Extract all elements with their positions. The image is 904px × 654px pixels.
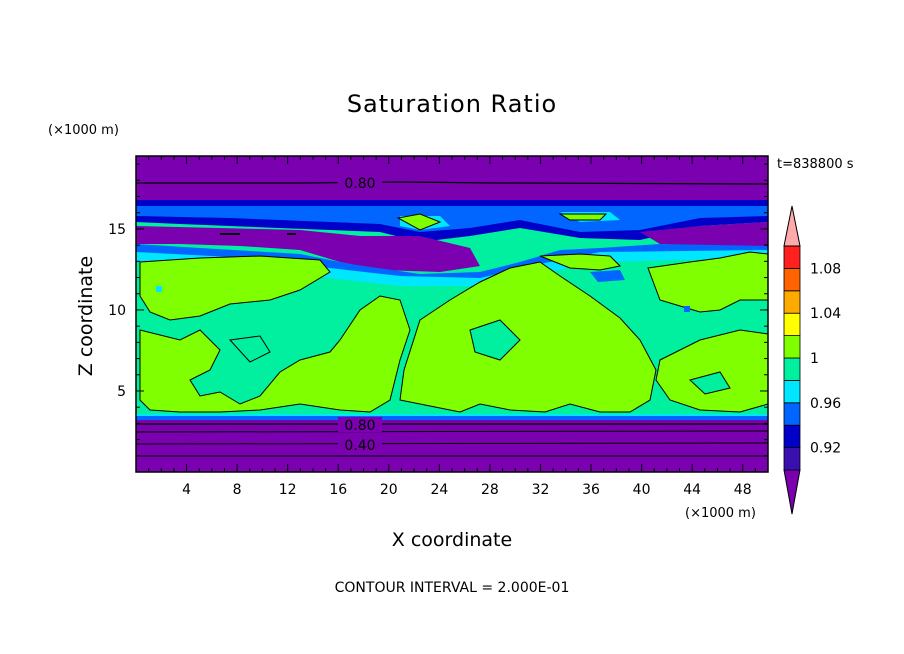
contour-line-lower-2 — [136, 430, 768, 433]
x-tick-label: 12 — [279, 482, 297, 498]
lower-dry-layer — [136, 418, 768, 472]
contour-line-upper — [136, 181, 768, 185]
subsat-hole-2 — [228, 335, 271, 363]
chart-title: Saturation Ratio — [347, 90, 557, 118]
x-tick-label: 44 — [683, 482, 701, 498]
contour-interval-note: CONTOUR INTERVAL = 2.000E-01 — [335, 580, 570, 596]
colorbar-box — [783, 424, 801, 449]
colorbar-box — [783, 357, 801, 381]
supersat-region-1 — [139, 255, 331, 321]
blue-patch — [590, 270, 625, 282]
colorbar-under-triangle — [783, 469, 801, 515]
subsat-hole-3 — [688, 371, 731, 395]
colorbar-box — [783, 312, 801, 337]
x-tick-label: 32 — [532, 482, 550, 498]
colorbar-label: 0.96 — [810, 396, 841, 412]
supersat-region-7 — [396, 213, 442, 231]
colorbar: 0.92 0.96 1 1.04 1.08 — [783, 205, 841, 515]
supersat-region-4 — [647, 251, 768, 313]
contour-label-2: 0.80 — [344, 418, 375, 434]
time-label: t=838800 s — [777, 157, 854, 172]
y-axis-ticks: 5 10 15 — [108, 163, 768, 457]
contour-label-bg-1 — [338, 174, 382, 190]
upper-dry-layer — [136, 156, 768, 200]
supersat-region-5 — [655, 329, 768, 413]
x-tick-label: 40 — [633, 482, 651, 498]
y-tick-label: 5 — [117, 384, 126, 400]
colorbar-box — [783, 290, 801, 314]
colorbar-label: 1.08 — [810, 261, 841, 277]
x-axis-label: X coordinate — [392, 529, 512, 551]
z-unit-label: (×1000 m) — [48, 123, 119, 138]
x-tick-label: 24 — [430, 482, 448, 498]
x-tick-label: 8 — [233, 482, 242, 498]
y-tick-label: 15 — [108, 222, 126, 238]
colorbar-box — [783, 245, 801, 269]
heatmap-field: 0.80 0.80 0.40 — [136, 156, 768, 472]
colorbar-over-triangle — [783, 205, 801, 247]
x-tick-label: 28 — [481, 482, 499, 498]
contour-label-3: 0.40 — [344, 438, 375, 454]
contour-line-lower-3 — [136, 442, 768, 445]
x-tick-label: 48 — [734, 482, 752, 498]
colorbar-box — [783, 447, 801, 471]
colorbar-label: 1.04 — [810, 306, 841, 322]
colorbar-box — [783, 402, 801, 426]
y-axis-label: Z coordinate — [75, 256, 97, 376]
colorbar-label: 1 — [810, 351, 819, 367]
y-tick-label: 10 — [108, 303, 126, 319]
contour-label-bg-2 — [338, 417, 382, 432]
x-tick-label: 16 — [329, 482, 347, 498]
supersat-region-8 — [558, 213, 608, 221]
x-axis-ticks: 4 8 12 16 20 24 28 32 36 40 44 48 — [148, 156, 756, 498]
colorbar-box — [783, 379, 801, 404]
x-tick-label: 20 — [380, 482, 398, 498]
subsat-hole-1 — [469, 319, 521, 361]
dry-intrusion-left — [136, 226, 480, 272]
dry-intrusion-right — [640, 222, 768, 246]
x-unit-label: (×1000 m) — [685, 506, 756, 521]
x-tick-label: 4 — [182, 482, 191, 498]
cyan-dot — [156, 286, 162, 292]
supersat-region-3 — [399, 261, 657, 413]
blue-dot — [684, 306, 690, 312]
lower-moist-edge-2 — [136, 416, 768, 420]
colorbar-box — [783, 267, 801, 292]
x-tick-label: 36 — [582, 482, 600, 498]
contour-label-1: 0.80 — [344, 176, 375, 192]
supersat-region-2 — [139, 295, 411, 413]
supersat-region-6 — [539, 253, 622, 271]
contour-label-bg-3 — [338, 437, 382, 452]
colorbar-label: 0.92 — [810, 441, 841, 457]
colorbar-box — [783, 335, 801, 359]
